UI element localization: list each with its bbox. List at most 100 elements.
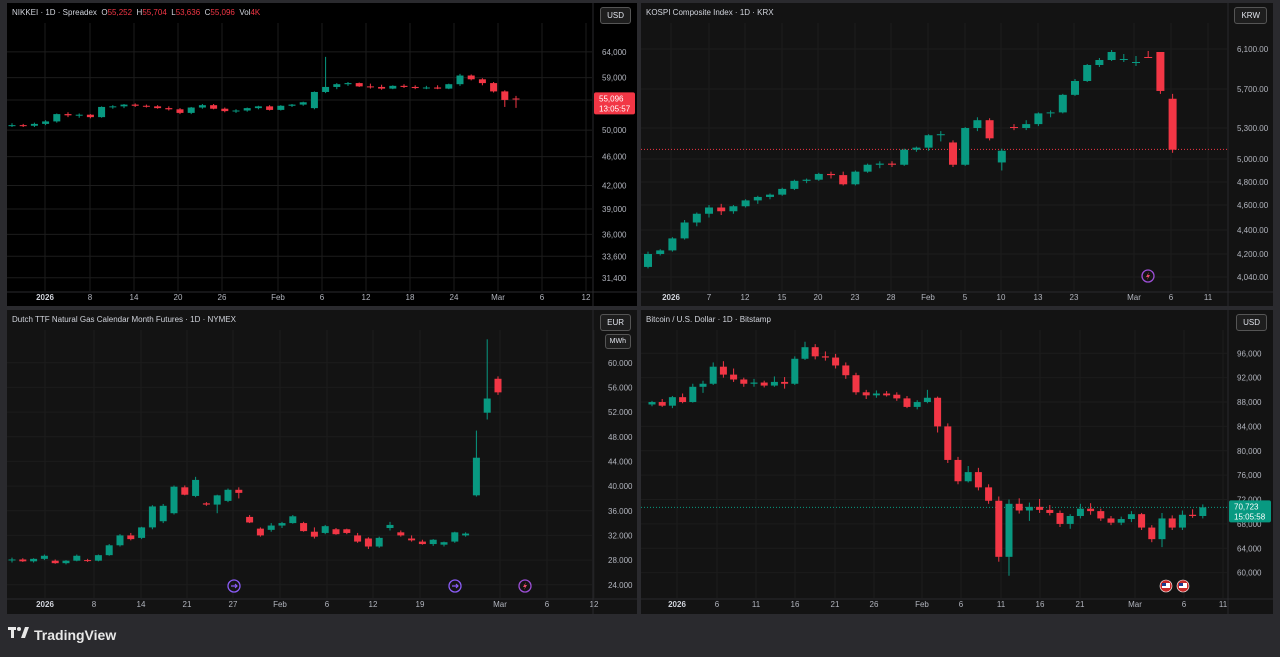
x-tick-label: 11 — [1219, 600, 1228, 609]
candle-body — [741, 200, 750, 207]
x-tick-label: 2026 — [36, 293, 54, 302]
x-tick-label: 18 — [406, 293, 415, 302]
candle-body — [781, 381, 789, 384]
candle-body — [1087, 508, 1095, 512]
candle-body — [278, 523, 286, 526]
candle-body — [1046, 112, 1055, 114]
tradingview-logo[interactable]: TradingView — [8, 626, 116, 643]
candle-body — [832, 357, 840, 366]
candle-body — [924, 135, 933, 148]
x-tick-label: 11 — [997, 600, 1006, 609]
x-tick-label: 2026 — [662, 293, 680, 302]
candle-body — [494, 378, 502, 393]
candle-body — [760, 382, 768, 386]
candle-body — [680, 222, 689, 239]
currency-button[interactable]: USD — [600, 7, 631, 24]
x-tick-label: 28 — [887, 293, 896, 302]
candle-body — [1005, 503, 1013, 557]
x-tick-label: 16 — [791, 600, 800, 609]
candle-body — [709, 366, 717, 384]
candle-body — [1025, 506, 1033, 511]
x-tick-label: 14 — [137, 600, 146, 609]
candle-body — [148, 506, 156, 528]
x-tick-label: 19 — [416, 600, 425, 609]
candle-body — [1071, 81, 1079, 95]
candle-body — [936, 134, 945, 136]
nikkei-chart-panel[interactable]: 64,00059,00055,00050,00046,00042,00039,0… — [7, 3, 637, 306]
btc-chart-svg[interactable]: 96,000 92,000 88,000 84,000 80,000 76,000 72,0… — [641, 310, 1273, 614]
ohlc-high-label: H — [136, 8, 143, 17]
candle-body — [862, 392, 870, 396]
ttf-chart-svg[interactable]: 60.000 56.000 52.000 48.000 44.000 40.000 36.0… — [7, 310, 637, 614]
candle-body — [221, 108, 229, 112]
last-price-value: 70,723 — [1234, 502, 1259, 511]
y-tick-label: 64,000 — [602, 48, 627, 57]
candle-body — [729, 206, 738, 212]
x-tick-label: Feb — [921, 293, 935, 302]
candle-body — [791, 358, 799, 384]
currency-button[interactable]: EUR — [600, 314, 631, 331]
candle-body — [86, 114, 94, 118]
kospi-chart-panel[interactable]: 6,100.00 5,700.00 5,300.00 5,000.00 4,800.00… — [641, 3, 1273, 306]
volume-value: 4K — [250, 8, 261, 17]
nikkei-chart-svg[interactable]: 64,00059,00055,00050,00046,00042,00039,0… — [7, 3, 637, 306]
x-tick-label: Feb — [271, 293, 285, 302]
candle-body — [827, 173, 835, 176]
candle-body — [73, 555, 81, 561]
candle-body — [440, 542, 448, 545]
candle-body — [40, 555, 48, 559]
candle-body — [321, 526, 329, 533]
candle-body — [332, 529, 340, 535]
btc-chart-panel[interactable]: 96,000 92,000 88,000 84,000 80,000 76,000 72,0… — [641, 310, 1273, 614]
currency-button[interactable]: KRW — [1234, 7, 1267, 24]
candle-body — [512, 98, 520, 100]
y-tick-label: 50,000 — [602, 126, 627, 135]
x-tick-label: 11 — [1204, 293, 1213, 302]
candle-body — [790, 180, 799, 189]
last-price-tag-bg — [1229, 500, 1271, 523]
candle-body — [985, 120, 994, 139]
y-tick-label: 5,300.00 — [1237, 124, 1269, 133]
candle-body — [266, 106, 274, 110]
y-tick-label: 24.000 — [608, 581, 633, 590]
y-tick-label: 33,600 — [602, 252, 627, 261]
y-tick-label: 40.000 — [608, 482, 633, 491]
candle-body — [418, 541, 426, 545]
y-tick-label: 68,000 — [1237, 520, 1262, 529]
x-tick-label: 10 — [997, 293, 1006, 302]
y-tick-label: 4,040.00 — [1237, 273, 1269, 282]
candle-body — [839, 175, 848, 185]
candle-body — [973, 120, 982, 128]
y-tick-label: 96,000 — [1237, 349, 1262, 358]
candle-body — [354, 535, 362, 542]
ohlc-open: 55,252 — [107, 8, 133, 17]
candle-body — [344, 83, 352, 85]
candle-body — [1119, 59, 1128, 60]
candle-body — [1036, 506, 1044, 510]
x-tick-label: Mar — [491, 293, 505, 302]
candle-body — [333, 84, 341, 87]
kospi-chart-svg[interactable]: 6,100.00 5,700.00 5,300.00 5,000.00 4,800.00… — [641, 3, 1273, 306]
y-tick-label: 76,000 — [1237, 471, 1262, 480]
candle-body — [120, 104, 128, 107]
x-tick-label: 21 — [1076, 600, 1085, 609]
candle-body — [256, 528, 264, 536]
candle-body — [730, 374, 738, 380]
y-tick-label: 60.000 — [608, 359, 633, 368]
candle-body — [872, 393, 880, 396]
unit-button[interactable]: MWh — [604, 334, 631, 349]
candle-body — [501, 91, 509, 100]
candle-body — [187, 107, 195, 113]
arrow-right-icon — [231, 583, 238, 589]
currency-button[interactable]: USD — [1236, 314, 1267, 331]
candle-body — [900, 149, 909, 165]
candle-body — [1058, 94, 1067, 113]
candle-body — [1010, 127, 1018, 129]
arrow-right-icon — [452, 583, 459, 589]
candle-body — [883, 393, 891, 396]
ttf-chart-panel[interactable]: 60.000 56.000 52.000 48.000 44.000 40.000 36.0… — [7, 310, 637, 614]
candle-body — [19, 125, 27, 127]
candle-body — [997, 150, 1006, 163]
candle-body — [1138, 514, 1146, 528]
candle-body — [176, 109, 184, 113]
